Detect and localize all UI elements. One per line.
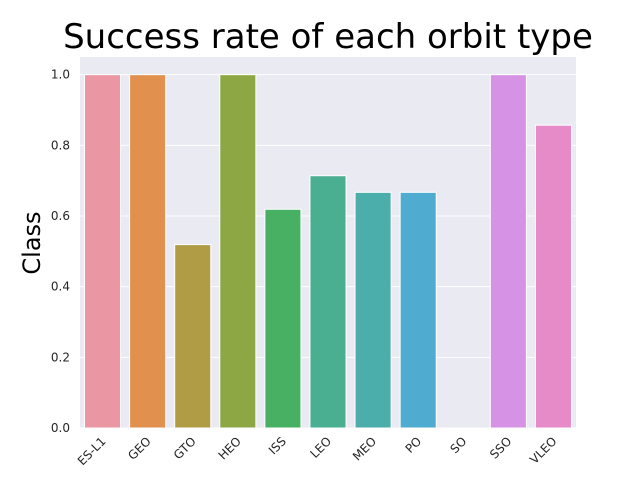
x-tick-label: GTO [171,434,199,462]
bar-sso [489,74,527,429]
bar-gto [174,244,212,429]
chart-title: Success rate of each orbit type [63,17,593,57]
x-tick-label: PO [403,434,425,456]
bars [84,74,572,429]
bar-leo [309,175,347,429]
x-tick-label: GEO [125,434,154,463]
x-tick-label: SSO [487,434,514,461]
y-tick-label: 0.8 [51,138,70,152]
x-tick-label: SO [447,434,469,456]
x-tick-label: LEO [307,434,334,461]
y-tick-label: 0.0 [51,421,70,435]
bar-heo [219,74,257,429]
y-tick-labels: 0.0 0.2 0.4 0.6 0.8 1.0 [51,68,70,435]
x-tick-label: MEO [350,434,379,463]
y-tick-label: 0.4 [51,280,70,294]
bar-iss [264,208,302,429]
y-tick-label: 1.0 [51,68,70,82]
y-tick-label: 0.6 [51,209,70,223]
bar-meo [354,191,392,429]
x-tick-label: ISS [266,434,289,457]
bar-geo [129,74,167,429]
y-axis-label: Class [18,211,46,274]
bar-es-l1 [84,74,122,429]
x-tick-label: HEO [216,434,244,462]
y-tick-label: 0.2 [51,350,70,364]
bar-vleo [534,124,572,429]
x-tick-label: ES-L1 [75,434,109,468]
x-tick-label: VLEO [527,434,559,466]
x-tick-labels: ES-L1 GEO GTO HEO ISS LEO MEO PO SO SSO VLEO [75,434,560,468]
bar-po [399,191,437,429]
